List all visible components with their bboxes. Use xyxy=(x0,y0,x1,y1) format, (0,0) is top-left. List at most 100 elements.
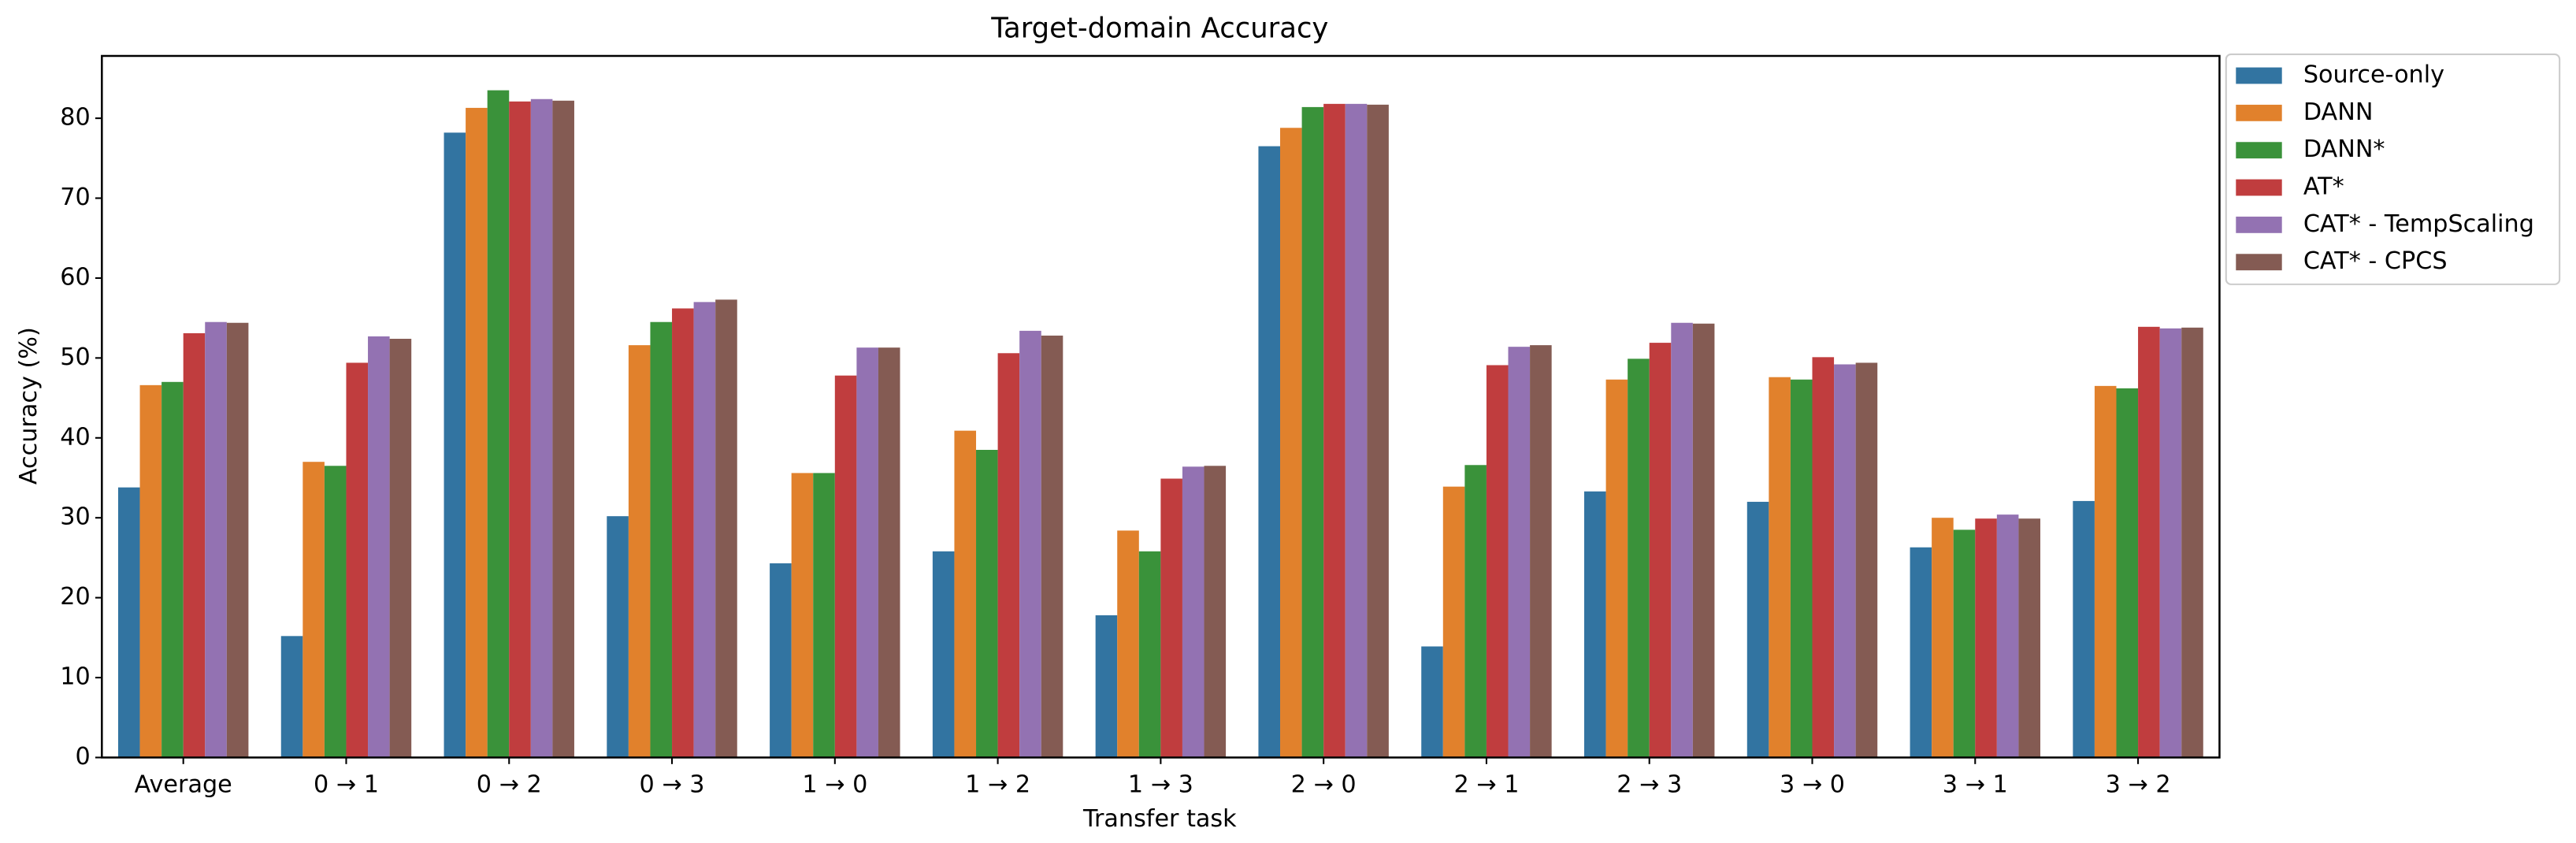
x-tick-label: Average xyxy=(135,771,232,798)
y-tick-label: 40 xyxy=(60,423,90,451)
y-tick-label: 50 xyxy=(60,344,90,371)
bar xyxy=(1301,106,1324,758)
bar xyxy=(368,336,390,758)
bar xyxy=(672,308,694,758)
x-tick-label: 0 → 2 xyxy=(477,771,542,798)
bar xyxy=(303,462,325,758)
legend-swatch xyxy=(2236,216,2282,233)
bar xyxy=(2116,388,2139,758)
bar xyxy=(1421,646,1443,758)
bar xyxy=(1160,478,1182,758)
bar xyxy=(1996,514,2019,758)
legend-label: DANN* xyxy=(2303,136,2385,163)
bar xyxy=(813,473,835,758)
bar xyxy=(183,332,206,758)
bar xyxy=(1258,146,1281,758)
legend-label: Source-only xyxy=(2303,61,2444,89)
bar xyxy=(715,299,737,758)
bar xyxy=(878,347,900,758)
bar xyxy=(1649,343,1672,758)
bar xyxy=(1953,529,1976,758)
bar xyxy=(324,466,347,758)
x-tick-label: 2 → 0 xyxy=(1291,771,1357,798)
legend-swatch xyxy=(2236,254,2282,271)
bar xyxy=(650,321,673,758)
bar xyxy=(1628,358,1650,758)
bar xyxy=(1138,551,1161,758)
bar xyxy=(2159,328,2182,758)
legend-label: CAT* - TempScaling xyxy=(2303,210,2534,238)
y-tick-label: 30 xyxy=(60,503,90,531)
chart-title: Target-domain Accuracy xyxy=(990,13,1328,45)
x-tick-label: 1 → 3 xyxy=(1128,771,1193,798)
legend-swatch xyxy=(2236,104,2282,121)
bar xyxy=(954,430,977,758)
bar xyxy=(466,107,488,758)
bar xyxy=(628,345,651,758)
y-tick-label: 0 xyxy=(75,743,90,771)
bar xyxy=(1932,518,1954,758)
legend-label: DANN xyxy=(2303,98,2374,126)
y-tick-label: 60 xyxy=(60,263,90,291)
bar xyxy=(1855,362,1878,758)
bar xyxy=(1117,530,1139,758)
x-tick-label: 0 → 3 xyxy=(640,771,705,798)
bar xyxy=(770,563,792,758)
bar xyxy=(856,347,878,758)
x-tick-label: 3 → 1 xyxy=(1943,771,2008,798)
bar xyxy=(1605,379,1628,758)
legend-swatch xyxy=(2236,179,2282,196)
bar xyxy=(834,375,857,758)
bar xyxy=(1508,347,1531,758)
y-tick-label: 20 xyxy=(60,583,90,611)
legend-label: CAT* - CPCS xyxy=(2303,247,2448,275)
bar xyxy=(1746,501,1769,758)
bar xyxy=(139,384,162,758)
bar xyxy=(2138,326,2160,758)
x-tick-label: 2 → 1 xyxy=(1453,771,1519,798)
bar xyxy=(607,516,629,758)
bar xyxy=(552,100,574,758)
y-tick-label: 80 xyxy=(60,104,90,132)
bar xyxy=(2094,385,2117,758)
bar xyxy=(1442,486,1465,758)
x-axis-label: Transfer task xyxy=(1082,805,1237,833)
bar xyxy=(1790,379,1813,758)
bar xyxy=(389,339,412,758)
bar xyxy=(530,98,553,758)
x-tick-label: 1 → 0 xyxy=(802,771,867,798)
y-tick-label: 70 xyxy=(60,184,90,211)
bar xyxy=(1095,615,1118,758)
legend-swatch xyxy=(2236,67,2282,84)
x-tick-label: 2 → 3 xyxy=(1616,771,1682,798)
bar xyxy=(1323,103,1346,758)
bar xyxy=(161,381,184,758)
bar xyxy=(1910,547,1932,758)
bar xyxy=(1464,465,1487,758)
bar xyxy=(1019,330,1041,758)
legend-swatch xyxy=(2236,142,2282,159)
bar xyxy=(791,473,814,758)
bar xyxy=(1530,345,1552,758)
bar xyxy=(1812,357,1835,758)
bar xyxy=(976,449,998,758)
y-tick-label: 10 xyxy=(60,663,90,691)
bar xyxy=(205,321,227,758)
y-axis-label: Accuracy (%) xyxy=(15,327,43,485)
x-tick-label: 0 → 1 xyxy=(314,771,379,798)
bar xyxy=(487,90,510,758)
bar xyxy=(1671,322,1693,758)
bar xyxy=(693,302,716,758)
bar xyxy=(1367,104,1389,758)
bar xyxy=(2018,518,2040,758)
bar xyxy=(1769,377,1791,758)
bar xyxy=(509,101,531,758)
bar xyxy=(2073,500,2095,758)
x-tick-label: 3 → 2 xyxy=(2106,771,2171,798)
bar xyxy=(1486,365,1509,758)
plot-frame xyxy=(101,54,2221,759)
bar xyxy=(226,322,249,758)
bar xyxy=(1584,491,1606,758)
bar xyxy=(1834,364,1856,758)
